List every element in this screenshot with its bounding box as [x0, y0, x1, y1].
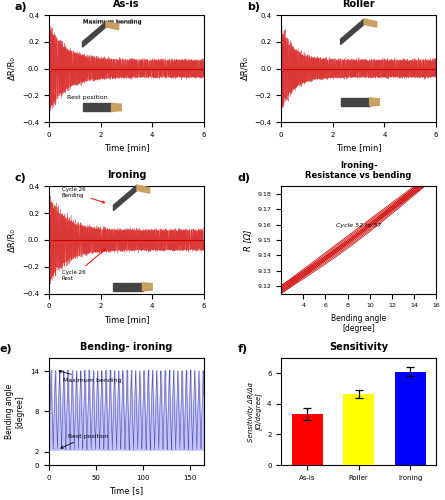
- Title: Ironing-
Resistance vs bending: Ironing- Resistance vs bending: [305, 160, 412, 180]
- Bar: [395, 372, 426, 465]
- Polygon shape: [370, 98, 379, 106]
- Text: Cycle 52 to 57: Cycle 52 to 57: [336, 223, 381, 228]
- Bar: [291, 414, 323, 465]
- Title: Roller: Roller: [342, 0, 375, 8]
- Polygon shape: [112, 104, 121, 112]
- Polygon shape: [340, 19, 364, 44]
- Y-axis label: Sensitivity ΔR/Δα
[Ω/degree]: Sensitivity ΔR/Δα [Ω/degree]: [247, 382, 262, 442]
- Text: Maximum bending: Maximum bending: [82, 20, 141, 25]
- Polygon shape: [113, 185, 137, 210]
- Y-axis label: Bending angle
[degree]: Bending angle [degree]: [5, 384, 25, 439]
- X-axis label: Time [min]: Time [min]: [104, 315, 149, 324]
- Text: Maximum bending: Maximum bending: [82, 19, 141, 24]
- Y-axis label: ΔR/R₀: ΔR/R₀: [8, 228, 16, 252]
- Text: d): d): [238, 173, 251, 183]
- X-axis label: Bending angle
[degree]: Bending angle [degree]: [331, 314, 386, 333]
- Polygon shape: [106, 22, 119, 30]
- Y-axis label: ΔR/R₀: ΔR/R₀: [240, 56, 249, 80]
- Text: Cycle 26
Rest: Cycle 26 Rest: [62, 249, 105, 281]
- Title: Sensitivity: Sensitivity: [329, 342, 388, 351]
- Polygon shape: [340, 98, 370, 106]
- Text: Rest position: Rest position: [61, 434, 108, 448]
- Text: a): a): [15, 2, 28, 12]
- Y-axis label: ΔR/R₀: ΔR/R₀: [8, 56, 16, 80]
- Polygon shape: [142, 283, 152, 291]
- Title: Bending- ironing: Bending- ironing: [80, 342, 173, 351]
- Text: e): e): [0, 344, 12, 354]
- X-axis label: Time [min]: Time [min]: [104, 144, 149, 152]
- Text: b): b): [247, 2, 260, 12]
- Text: f): f): [238, 344, 248, 354]
- Polygon shape: [82, 22, 106, 47]
- Text: Maximum bending: Maximum bending: [59, 370, 121, 383]
- Text: Rest position: Rest position: [67, 96, 108, 100]
- Polygon shape: [364, 19, 377, 27]
- X-axis label: Time [min]: Time [min]: [336, 144, 381, 152]
- Y-axis label: R [Ω]: R [Ω]: [243, 230, 252, 250]
- Bar: [343, 394, 374, 465]
- Title: Ironing: Ironing: [107, 170, 146, 180]
- Polygon shape: [82, 104, 112, 112]
- Polygon shape: [113, 283, 142, 291]
- Title: As-is: As-is: [113, 0, 140, 8]
- X-axis label: Time [s]: Time [s]: [109, 486, 143, 496]
- Text: c): c): [15, 173, 27, 183]
- Text: Cycle 26
Bending: Cycle 26 Bending: [62, 188, 105, 203]
- Polygon shape: [137, 185, 150, 193]
